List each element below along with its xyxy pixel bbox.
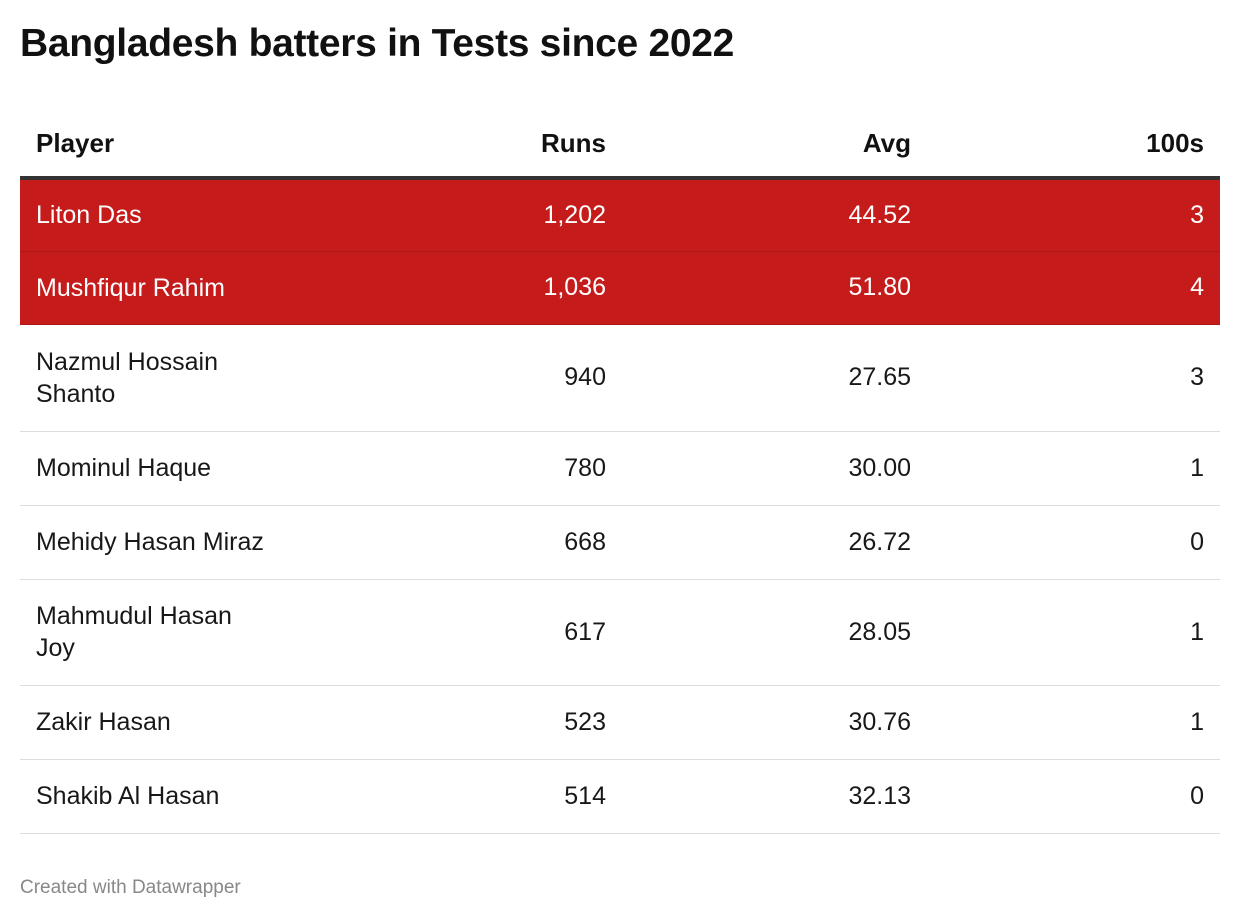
avg-cell: 51.80 [848, 273, 911, 301]
table-row: Mushfiqur Rahim 1,036 51.80 4 [20, 251, 1220, 324]
hundreds-cell: 1 [1190, 453, 1204, 482]
runs-cell: 940 [564, 363, 606, 391]
runs-cell: 514 [564, 781, 606, 810]
table-row: Shakib Al Hasan 514 32.13 0 [20, 759, 1220, 833]
runs-cell: 780 [564, 453, 606, 482]
column-header-runs[interactable]: Runs [541, 127, 606, 158]
table-row: Liton Das 1,202 44.52 3 [20, 178, 1220, 251]
table-row: Mehidy Hasan Miraz 668 26.72 0 [20, 505, 1220, 579]
hundreds-cell: 4 [1190, 273, 1204, 301]
avg-cell: 44.52 [848, 200, 911, 229]
player-cell: Mushfiqur Rahim [36, 273, 225, 302]
footer-credit: Created with Datawrapper [20, 877, 241, 898]
player-cell: Shakib Al Hasan [36, 782, 220, 810]
hundreds-cell: 0 [1190, 781, 1204, 810]
table-row: Mominul Haque 780 30.00 1 [20, 431, 1220, 505]
avg-cell: 32.13 [848, 781, 911, 810]
table-row: Zakir Hasan 523 30.76 1 [20, 685, 1220, 759]
hundreds-cell: 1 [1190, 707, 1204, 736]
hundreds-cell: 0 [1190, 527, 1204, 556]
avg-cell: 27.65 [848, 363, 911, 391]
avg-cell: 26.72 [848, 527, 911, 556]
runs-cell: 1,036 [543, 273, 606, 301]
avg-cell: 30.00 [848, 453, 911, 482]
table-row: Mahmudul Hasan Joy 617 28.05 1 [20, 579, 1220, 685]
header-row: Player Runs Avg 100s [20, 110, 1220, 178]
runs-cell: 1,202 [543, 200, 606, 229]
player-cell: Mahmudul Hasan Joy [36, 602, 232, 662]
player-cell: Mominul Haque [36, 454, 212, 482]
runs-cell: 523 [564, 707, 606, 736]
avg-cell: 28.05 [848, 617, 911, 646]
runs-cell: 668 [564, 527, 606, 556]
column-header-player[interactable]: Player [36, 127, 115, 158]
table-row: Nazmul Hossain Shanto 940 27.65 3 [20, 324, 1220, 431]
player-cell: Liton Das [36, 201, 142, 230]
column-header-100s[interactable]: 100s [1146, 127, 1204, 158]
hundreds-cell: 3 [1190, 200, 1204, 229]
hundreds-cell: 1 [1190, 617, 1204, 646]
chart-title: Bangladesh batters in Tests since 2022 [20, 22, 735, 65]
player-cell: Mehidy Hasan Miraz [36, 528, 264, 556]
column-header-avg[interactable]: Avg [862, 127, 911, 158]
batters-table: Player Runs Avg 100s Liton Das 1,202 44.52… [20, 110, 1220, 834]
player-cell: Zakir Hasan [36, 708, 171, 736]
avg-cell: 30.76 [848, 707, 911, 736]
runs-cell: 617 [564, 617, 606, 646]
hundreds-cell: 3 [1190, 363, 1204, 391]
player-cell: Nazmul Hossain Shanto [36, 347, 219, 408]
